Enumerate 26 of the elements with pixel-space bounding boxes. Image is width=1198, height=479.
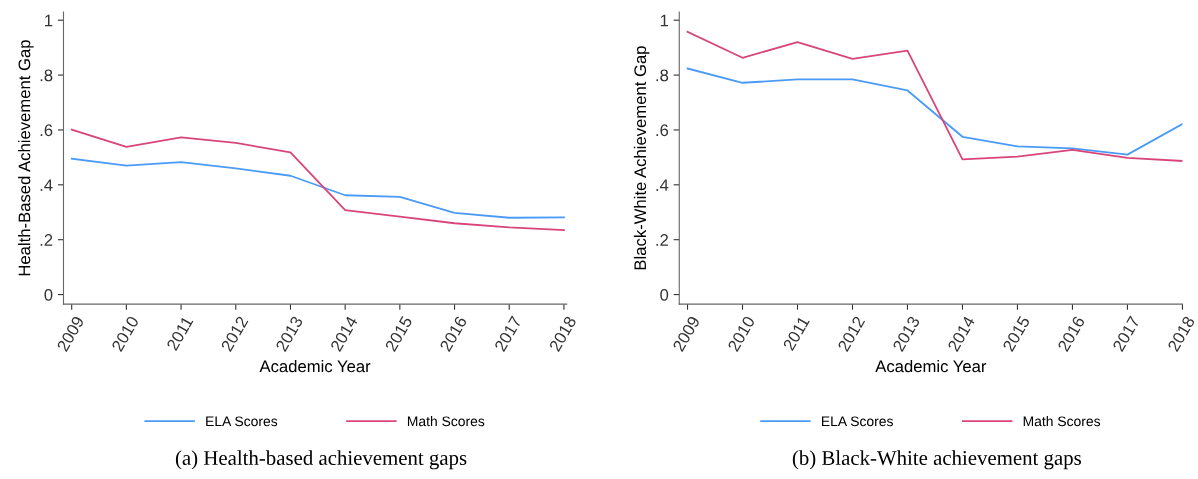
y-tick-label: .4 — [656, 179, 669, 191]
y-tick-label: .2 — [656, 234, 669, 246]
y-tick-label: .4 — [40, 179, 53, 191]
line-series — [686, 67, 1183, 156]
y-tick-label: 0 — [44, 288, 53, 301]
y-tick-label: .6 — [656, 124, 669, 137]
y-tick-label: .2 — [40, 234, 53, 246]
line-series — [70, 128, 565, 231]
y-tick-label: 1 — [660, 14, 669, 27]
y-tick-label: .8 — [656, 69, 669, 82]
x-axis-title: Academic Year — [259, 360, 371, 373]
legend-label: ELA Scores — [206, 416, 278, 427]
legend-label: Math Scores — [407, 416, 485, 427]
y-tick-label: 1 — [45, 14, 53, 27]
y-axis-title: Health-Based Achievement Gap — [18, 40, 34, 276]
line-series — [686, 30, 1183, 162]
y-tick-label: .8 — [40, 69, 53, 82]
legend-label: Math Scores — [1023, 416, 1101, 427]
x-axis-title: Academic Year — [875, 360, 987, 373]
text: (a) Health-based achievement gaps — [175, 450, 467, 470]
text: (b) Black-White achievement gaps — [792, 450, 1081, 470]
y-axis-title: Black-White Achievement Gap — [633, 46, 650, 270]
line-series — [70, 157, 565, 219]
legend-label: ELA Scores — [822, 416, 893, 427]
y-tick-label: .6 — [40, 124, 53, 137]
y-tick-label: 0 — [660, 288, 669, 301]
